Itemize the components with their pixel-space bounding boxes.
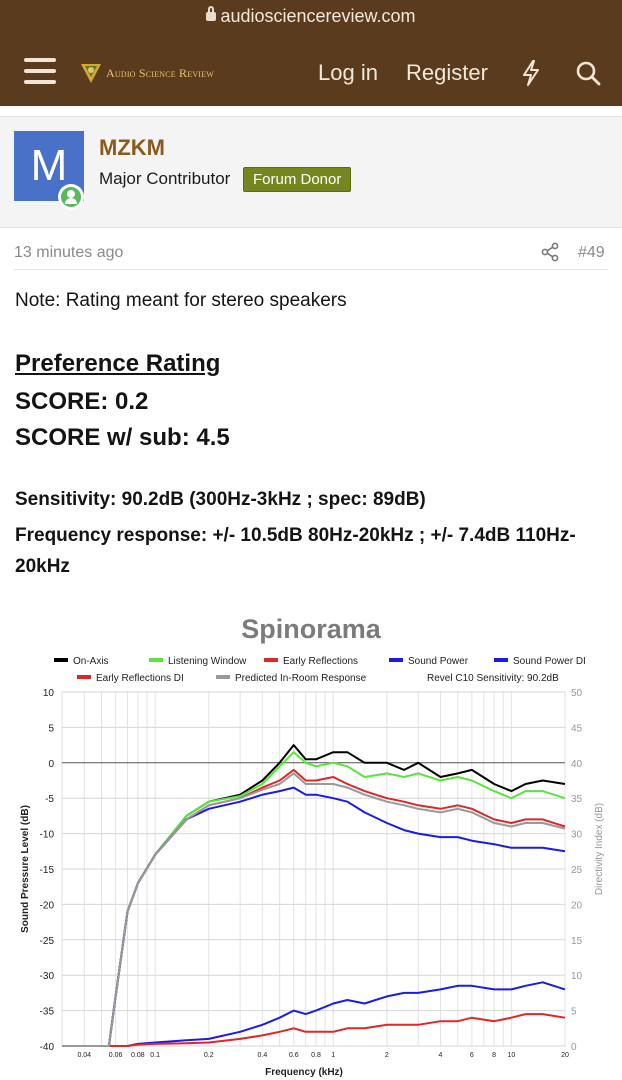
score-with-sub: SCORE w/ sub: 4.5 (15, 424, 230, 451)
post-number[interactable]: #49 (578, 244, 605, 261)
url-text: audiosciencereview.com (220, 6, 416, 26)
y-tick-label: -30 (40, 971, 55, 982)
logo-emblem-icon (81, 64, 101, 83)
address-bar[interactable]: audiosciencereview.com (0, 6, 622, 27)
x-tick-label: 0.6 (289, 1052, 299, 1059)
y-tick-label: -5 (45, 794, 54, 805)
y2-tick-label: 5 (571, 1007, 577, 1018)
online-status-icon (58, 184, 84, 210)
x-tick-label: 6 (470, 1052, 474, 1059)
y2-tick-label: 20 (571, 900, 583, 911)
legend-entry: Listening Window (168, 656, 247, 667)
post-note: Note: Rating meant for stereo speakers (15, 290, 347, 311)
user-title: Major Contributor (99, 169, 231, 188)
score: SCORE: 0.2 (15, 388, 149, 415)
top-bar: audiosciencereview.com Audio Science Rev… (0, 0, 622, 106)
y2-axis-label: Directivity Index (dB) (594, 803, 605, 895)
legend-entry: Sound Power (408, 656, 469, 667)
register-link[interactable]: Register (406, 60, 488, 85)
x-tick-label: 8 (492, 1052, 496, 1059)
y2-tick-label: 0 (571, 1042, 577, 1053)
x-tick-label: 0.4 (258, 1052, 268, 1059)
y-tick-label: -10 (40, 830, 55, 841)
x-tick-label: 0.2 (204, 1052, 214, 1059)
legend-entry: Early Reflections (283, 656, 358, 667)
sensitivity: Sensitivity: 90.2dB (300Hz-3kHz ; spec: … (15, 489, 426, 510)
y2-tick-label: 35 (571, 794, 583, 805)
x-tick-label: 10 (507, 1052, 515, 1059)
y2-tick-label: 15 (571, 936, 583, 947)
y2-tick-label: 45 (571, 723, 583, 734)
author-panel: M MZKM Major Contributor Forum Donor (0, 116, 622, 228)
y-tick-label: -40 (40, 1042, 55, 1053)
post-meta: 13 minutes ago #49 (14, 236, 608, 270)
series-line (62, 772, 566, 1047)
post-time[interactable]: 13 minutes ago (14, 244, 124, 261)
username[interactable]: MZKM (99, 135, 165, 160)
x-tick-label: 0.1 (150, 1052, 160, 1059)
share-icon[interactable] (540, 242, 560, 262)
y2-tick-label: 40 (571, 759, 583, 770)
logo-text: Audio Science Review (106, 65, 214, 80)
avatar-letter: M (30, 141, 68, 190)
y-tick-label: -20 (40, 900, 55, 911)
series-line (62, 1013, 566, 1047)
y2-tick-label: 30 (571, 830, 583, 841)
y-tick-label: 0 (48, 759, 54, 770)
x-tick-label: 0.08 (131, 1052, 145, 1059)
legend-entry: Predicted In-Room Response (235, 673, 367, 684)
menu-icon[interactable] (24, 58, 56, 86)
x-tick-label: 0.8 (311, 1052, 321, 1059)
x-tick-label: 0.04 (77, 1052, 91, 1059)
frequency-response: Frequency response: +/- 10.5dB 80Hz-20kH… (15, 525, 576, 577)
x-tick-label: 2 (385, 1052, 389, 1059)
y-tick-label: -25 (40, 936, 55, 947)
x-tick-label: 20 (561, 1052, 569, 1059)
legend-entry: Sound Power DI (513, 656, 586, 667)
whats-new-bolt-icon[interactable] (520, 60, 542, 86)
y-axis-label: Sound Pressure Level (dB) (20, 805, 31, 933)
y-tick-label: 5 (48, 723, 54, 734)
site-logo[interactable]: Audio Science Review (80, 60, 214, 86)
x-tick-label: 0.06 (109, 1052, 123, 1059)
y-tick-label: -15 (40, 865, 55, 876)
chart-title: Spinorama (241, 614, 382, 644)
legend-entry: On-Axis (73, 656, 109, 667)
y-tick-label: -35 (40, 1007, 55, 1018)
lock-icon (206, 6, 217, 21)
y-tick-label: 10 (43, 688, 55, 699)
preference-rating-heading: Preference Rating (15, 350, 221, 377)
y2-tick-label: 50 (571, 688, 583, 699)
chart-annotation: Revel C10 Sensitivity: 90.2dB (427, 673, 559, 684)
spinorama-chart[interactable]: 1050-5-10-15-20-25-30-35-405045403530252… (14, 604, 608, 1080)
legend-entry: Early Reflections DI (96, 673, 184, 684)
login-link[interactable]: Log in (318, 60, 378, 85)
x-tick-label: 1 (331, 1052, 335, 1059)
search-icon[interactable] (575, 60, 601, 86)
x-tick-label: 4 (439, 1052, 443, 1059)
y2-tick-label: 25 (571, 865, 583, 876)
forum-donor-badge: Forum Donor (243, 167, 352, 192)
x-axis-label: Frequency (kHz) (265, 1067, 343, 1078)
y2-tick-label: 10 (571, 971, 583, 982)
